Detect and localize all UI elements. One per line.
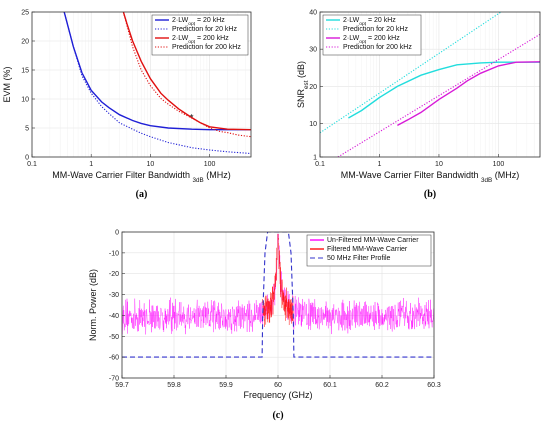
series-group [63,12,251,155]
x-tick-label: 60.1 [323,382,337,389]
x-axis-label: Frequency (GHz) [243,390,312,400]
x-tick-label: 59.9 [219,382,233,389]
legend-label: 2·LWopt = 20 kHz [343,17,396,27]
legend-label: 2·LWopt = 200 kHz [172,35,229,45]
y-tick-label: -10 [109,250,119,257]
y-tick-label: -40 [109,313,119,320]
y-axis-label: EVM (%) [2,66,12,102]
y-tick-label: 0 [25,155,29,162]
y-tick-label: -70 [109,376,119,383]
panel-caption: (c) [272,410,283,421]
y-tick-label: -30 [109,292,119,299]
y-tick-label: 1 [313,155,317,162]
chart-c: 59.7 59.8 59.9 60 60.1 60.2 60.3 0 -10 -20 -30 -40 -… [88,230,441,422]
panel-caption: (a) [136,189,148,200]
legend-label: 2·LWopt = 20 kHz [172,17,225,27]
x-tick-label: 100 [493,161,505,168]
x-tick-label: 10 [147,161,155,168]
y-tick-label: -50 [109,334,119,341]
y-tick-label: 20 [21,39,29,46]
x-tick-label: 1 [378,161,382,168]
y-tick-label: -60 [109,355,119,362]
series-line [397,61,540,127]
y-tick-label: 20 [309,84,317,91]
y-tick-label: 40 [309,10,317,17]
x-tick-label: 60.3 [427,382,441,389]
x-axis-label: MM-Wave Carrier Filter Bandwidth 3dB (MH… [341,170,519,184]
series-line [63,12,251,155]
legend: Un-Filtered MM-Wave Carrier Filtered MM-W… [306,234,432,267]
y-tick-label: -20 [109,271,119,278]
legend-label: Prediction for 20 kHz [343,26,408,33]
x-tick-label: 59.7 [115,382,129,389]
y-tick-label: 30 [309,47,317,54]
legend-label: 2·LWopt = 200 kHz [343,35,400,45]
legend-label: Prediction for 200 kHz [343,44,412,51]
series-line [320,12,503,134]
y-tick-label: 15 [21,68,29,75]
legend-box [322,14,422,56]
legend-label: Prediction for 20 kHz [172,26,237,33]
legend-label: Filtered MM-Wave Carrier [327,246,408,253]
series-line [348,61,540,119]
x-tick-label: 0.1 [27,161,37,168]
series-group [122,232,434,358]
marker-star: * [190,112,194,122]
y-tick-label: 0 [115,230,119,237]
series-line [122,12,251,131]
axes-frame [31,11,252,158]
legend-box [151,14,249,56]
series-group [320,12,540,157]
x-tick-label: 60.2 [375,382,389,389]
y-axis-label: Norm. Power (dB) [88,269,98,341]
series-noise-trace [262,233,294,327]
y-tick-label: 25 [21,10,29,17]
x-tick-label: 0.1 [315,161,325,168]
x-tick-label: 59.8 [167,382,181,389]
series-line [122,232,434,358]
x-axis-label: MM-Wave Carrier Filter Bandwidth 3dB (MH… [52,170,230,184]
panel-caption: (b) [424,189,436,200]
legend-label: 50 MHz Filter Profile [327,255,391,262]
x-tick-label: 60 [274,382,282,389]
chart-a: * 0.1 1 10 100 0 5 10 15 20 25 MM-Wave Carrier Filt… [2,10,252,200]
x-tick-label: 1 [89,161,93,168]
y-tick-label: 5 [25,126,29,133]
legend-box [306,234,432,267]
series-line [337,33,540,157]
y-tick-label: 10 [309,121,317,128]
legend-label: Un-Filtered MM-Wave Carrier [327,237,419,244]
y-axis-label: SNRest (dB) [296,61,310,108]
series-line [63,12,251,131]
x-tick-label: 10 [435,161,443,168]
legend-label: Prediction for 200 kHz [172,44,241,51]
x-tick-label: 100 [204,161,216,168]
axes-frame [319,11,541,158]
y-tick-label: 10 [21,97,29,104]
